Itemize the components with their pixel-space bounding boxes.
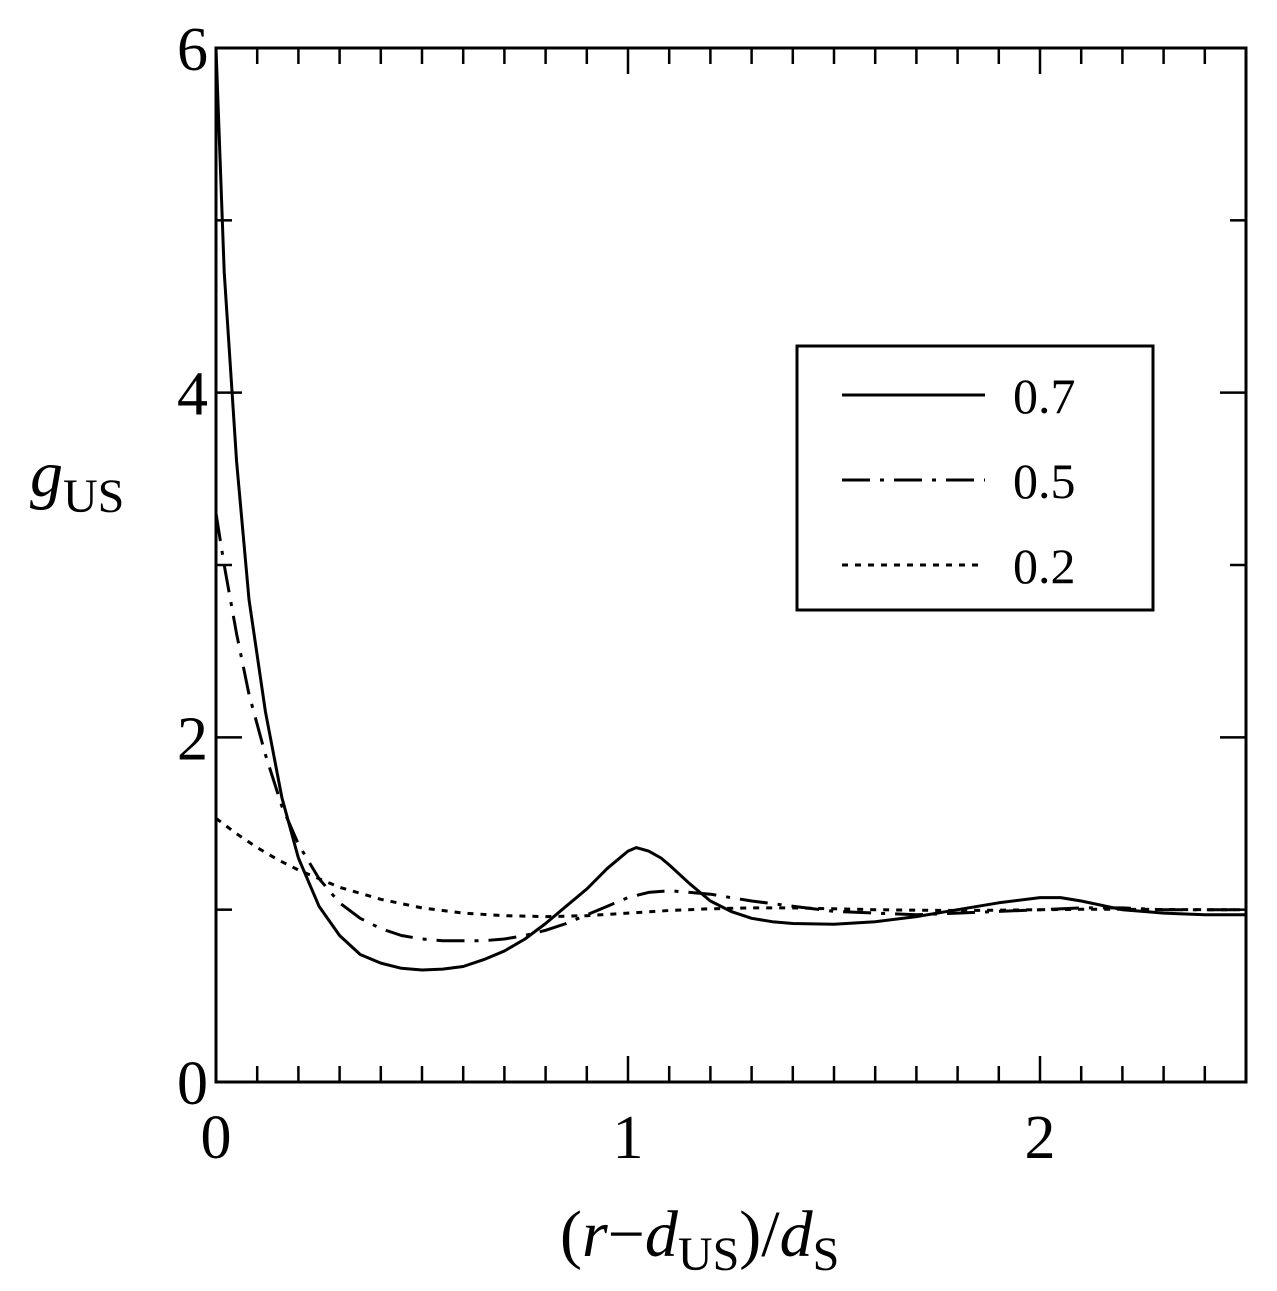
y-axis-label-sub: US: [63, 470, 124, 523]
x-axis-label-d2-sub: S: [813, 1228, 840, 1281]
series-line-2: [214, 513, 1246, 943]
legend-label-3: 0.2: [1013, 538, 1076, 594]
x-axis-label-r: r: [582, 1198, 608, 1271]
y-axis-label: gUS: [30, 438, 124, 523]
x-axis-label-d: d: [645, 1198, 679, 1271]
y-tick-label: 0: [177, 1050, 208, 1118]
axis-ticks: [214, 46, 1248, 1084]
x-axis-label-minus: −: [608, 1198, 645, 1271]
legend-label-1: 0.7: [1013, 368, 1076, 424]
x-tick-label: 1: [613, 1104, 644, 1172]
plot-frame: [214, 46, 1248, 1084]
y-tick-label: 4: [177, 361, 208, 429]
series-line-1: [214, 47, 1246, 972]
x-tick-label: 0: [201, 1104, 232, 1172]
x-axis-label-d2: d: [780, 1198, 814, 1271]
y-axis-label-g: g: [30, 438, 63, 511]
legend: 0.7 0.5 0.2: [795, 344, 1155, 612]
legend-box: [795, 344, 1155, 612]
x-axis-label-open: (: [560, 1198, 582, 1271]
legend-items: 0.7 0.5 0.2: [842, 368, 1076, 594]
y-tick-label: 6: [177, 16, 208, 84]
series-lines: [214, 47, 1246, 972]
tick-labels: 0 1 2 0 2 4 6: [177, 16, 1056, 1172]
legend-label-2: 0.5: [1013, 453, 1076, 509]
x-axis-label: (r−dUS)/dS: [560, 1198, 839, 1281]
series-line-3: [215, 817, 1246, 919]
x-axis-label-close: )/: [739, 1198, 780, 1271]
x-axis-label-d-sub: US: [678, 1228, 739, 1281]
x-tick-label: 2: [1025, 1104, 1056, 1172]
y-tick-label: 2: [177, 705, 208, 773]
